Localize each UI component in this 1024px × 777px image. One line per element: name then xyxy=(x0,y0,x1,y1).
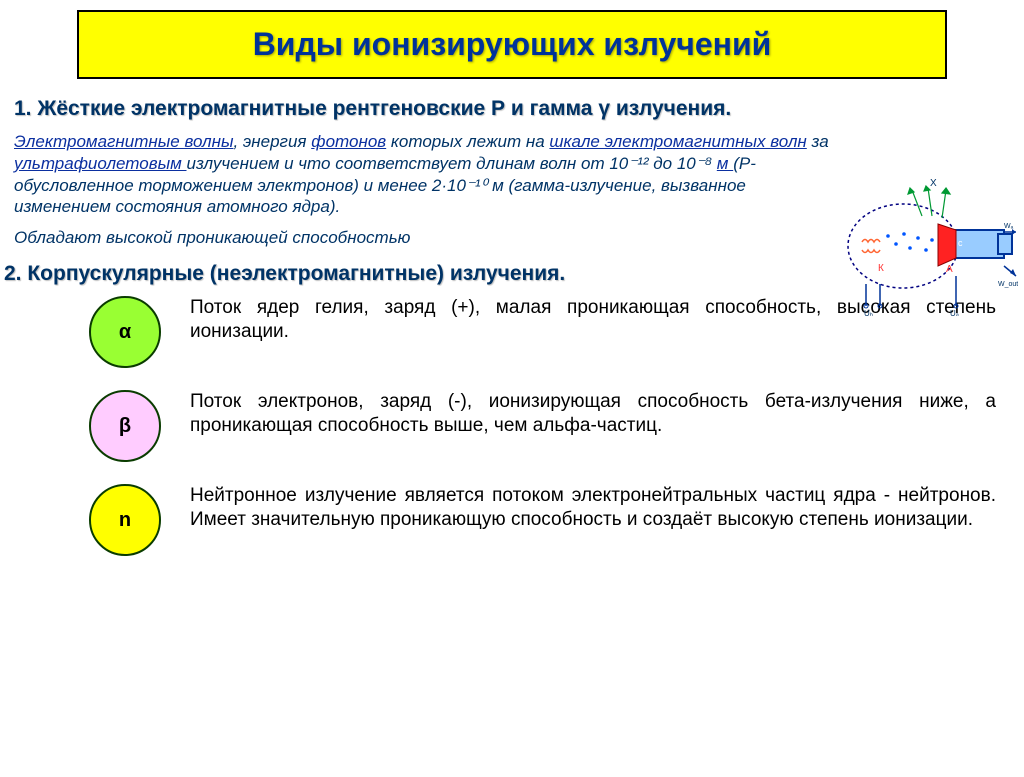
label-c: с xyxy=(958,238,963,248)
circle-wrap: β xyxy=(60,390,190,462)
beta-circle: β xyxy=(89,390,161,462)
link-em-waves[interactable]: Электромагнитные волны xyxy=(14,132,233,151)
label-a: А xyxy=(946,264,953,275)
page-title: Виды ионизирующих излучений xyxy=(253,26,772,62)
circle-wrap: n xyxy=(60,484,190,556)
neutron-text: Нейтронное излучение является потоком эл… xyxy=(190,484,1016,533)
circle-wrap: α xyxy=(60,296,190,368)
beta-text: Поток электронов, заряд (-), ионизирующа… xyxy=(190,390,1016,439)
label-ua: Uₐ xyxy=(950,309,960,316)
label-x: X xyxy=(930,178,937,189)
text-fragment: излучением и что соответствует длинам во… xyxy=(187,154,717,173)
text-fragment: которых лежит на xyxy=(386,132,549,151)
title-banner: Виды ионизирующих излучений xyxy=(77,10,947,79)
label-wa: Wₐ xyxy=(1004,223,1014,230)
link-em-scale[interactable]: шкале электромагнитных волн xyxy=(549,132,806,151)
text-fragment: за xyxy=(807,132,829,151)
link-photons[interactable]: фотонов xyxy=(311,132,386,151)
label-uh: Uₕ xyxy=(864,309,873,316)
alpha-circle: α xyxy=(89,296,161,368)
label-k: К xyxy=(878,263,884,274)
neutron-circle: n xyxy=(89,484,161,556)
section1-paragraph: Электромагнитные волны, энергия фотонов … xyxy=(14,131,834,218)
text-fragment: , энергия xyxy=(233,132,311,151)
link-uv[interactable]: ультрафиолетовым xyxy=(14,154,187,173)
link-meters[interactable]: м xyxy=(717,154,733,173)
particle-row-neutron: n Нейтронное излучение является потоком … xyxy=(0,484,1024,556)
xray-tube-diagram: X К А с Uₕ Uₐ Wₐ W_out xyxy=(838,176,1018,316)
section1-heading: 1. Жёсткие электромагнитные рентгеновски… xyxy=(14,97,1010,121)
label-wout: W_out xyxy=(998,281,1018,288)
particle-row-beta: β Поток электронов, заряд (-), ионизирую… xyxy=(0,390,1024,462)
